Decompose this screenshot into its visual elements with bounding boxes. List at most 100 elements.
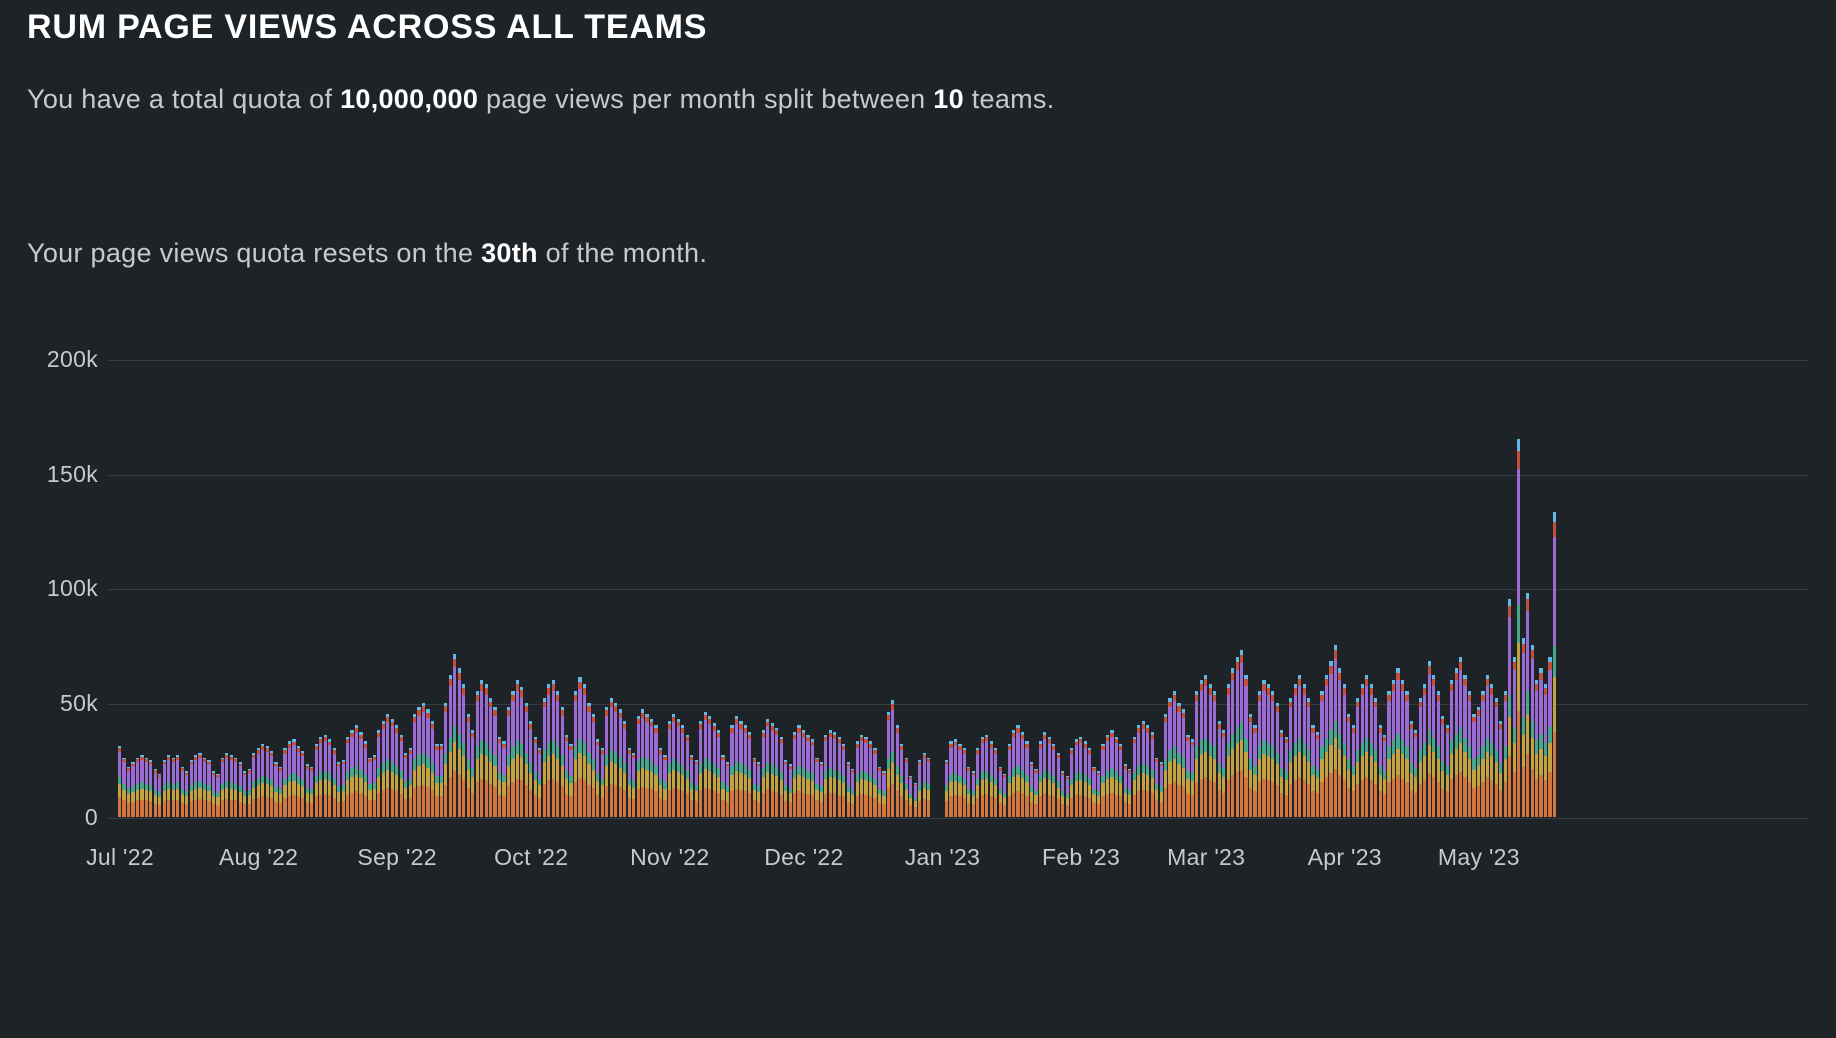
bar[interactable] bbox=[980, 736, 984, 817]
bar[interactable] bbox=[1172, 691, 1177, 817]
bar[interactable] bbox=[788, 764, 792, 817]
bar[interactable] bbox=[1070, 748, 1074, 817]
bar[interactable] bbox=[909, 775, 913, 817]
bar[interactable] bbox=[171, 757, 175, 817]
bar[interactable] bbox=[1253, 725, 1257, 817]
bar[interactable] bbox=[359, 732, 363, 817]
bar[interactable] bbox=[466, 714, 470, 817]
bar[interactable] bbox=[757, 762, 761, 817]
bar[interactable] bbox=[1213, 691, 1217, 817]
bar[interactable] bbox=[949, 741, 953, 817]
bar[interactable] bbox=[149, 759, 153, 817]
bar[interactable] bbox=[636, 716, 640, 817]
bar[interactable] bbox=[1454, 668, 1458, 817]
bar[interactable] bbox=[958, 743, 962, 817]
bar[interactable] bbox=[1047, 736, 1051, 817]
bar[interactable] bbox=[801, 730, 806, 817]
bar[interactable] bbox=[1150, 732, 1154, 817]
bar[interactable] bbox=[819, 762, 823, 817]
bar[interactable] bbox=[1186, 734, 1190, 817]
bar[interactable] bbox=[211, 771, 216, 817]
bar[interactable] bbox=[413, 714, 417, 817]
bar[interactable] bbox=[725, 762, 730, 817]
bar[interactable] bbox=[918, 759, 922, 817]
bar[interactable] bbox=[900, 743, 904, 817]
bar[interactable] bbox=[506, 707, 511, 817]
bar[interactable] bbox=[1199, 679, 1203, 817]
bar[interactable] bbox=[234, 757, 238, 817]
bar[interactable] bbox=[734, 716, 739, 817]
bar[interactable] bbox=[1007, 743, 1011, 817]
bar[interactable] bbox=[1552, 512, 1557, 817]
bar[interactable] bbox=[855, 741, 859, 817]
bar[interactable] bbox=[1329, 661, 1333, 817]
bar[interactable] bbox=[1311, 725, 1315, 817]
bar[interactable] bbox=[846, 762, 850, 817]
bar[interactable] bbox=[439, 743, 444, 817]
bar[interactable] bbox=[591, 714, 595, 817]
bar[interactable] bbox=[278, 766, 283, 817]
bar[interactable] bbox=[390, 718, 394, 817]
bar[interactable] bbox=[1128, 768, 1132, 817]
bar[interactable] bbox=[766, 718, 770, 817]
bar[interactable] bbox=[649, 718, 654, 817]
bar[interactable] bbox=[784, 759, 788, 817]
bar[interactable] bbox=[976, 748, 980, 817]
bar[interactable] bbox=[1539, 668, 1543, 817]
bar[interactable] bbox=[417, 707, 421, 817]
bar[interactable] bbox=[1239, 649, 1244, 817]
bar[interactable] bbox=[1374, 697, 1378, 817]
bar[interactable] bbox=[1177, 702, 1181, 817]
bar[interactable] bbox=[587, 702, 591, 817]
bar[interactable] bbox=[1383, 734, 1387, 817]
bar[interactable] bbox=[341, 759, 345, 817]
bar[interactable] bbox=[739, 720, 743, 817]
bar[interactable] bbox=[1548, 656, 1552, 817]
bar[interactable] bbox=[1360, 684, 1364, 817]
bar[interactable] bbox=[806, 734, 810, 817]
bar[interactable] bbox=[1418, 697, 1422, 817]
bar[interactable] bbox=[810, 739, 815, 817]
bar[interactable] bbox=[596, 739, 600, 817]
bar[interactable] bbox=[493, 707, 497, 817]
bar[interactable] bbox=[1105, 734, 1110, 817]
bar[interactable] bbox=[1235, 656, 1239, 817]
bar[interactable] bbox=[1378, 725, 1382, 817]
bar[interactable] bbox=[1432, 675, 1436, 817]
bar[interactable] bbox=[1038, 741, 1042, 817]
bar[interactable] bbox=[372, 755, 376, 817]
bar[interactable] bbox=[256, 748, 260, 817]
bar[interactable] bbox=[1061, 771, 1065, 817]
bar[interactable] bbox=[1347, 714, 1351, 817]
bar[interactable] bbox=[716, 730, 721, 817]
bar[interactable] bbox=[399, 734, 403, 817]
bar[interactable] bbox=[569, 743, 573, 817]
bar[interactable] bbox=[1163, 714, 1168, 817]
bar[interactable] bbox=[368, 757, 372, 817]
bar[interactable] bbox=[623, 720, 627, 817]
bar[interactable] bbox=[497, 736, 502, 817]
bar[interactable] bbox=[1503, 691, 1507, 817]
bar[interactable] bbox=[243, 771, 247, 817]
bar[interactable] bbox=[144, 757, 148, 817]
bar[interactable] bbox=[511, 691, 515, 817]
bar[interactable] bbox=[1262, 679, 1266, 817]
bar[interactable] bbox=[1280, 730, 1284, 817]
bar[interactable] bbox=[672, 714, 676, 817]
bar[interactable] bbox=[292, 739, 296, 817]
bar[interactable] bbox=[560, 707, 564, 817]
bar[interactable] bbox=[1248, 714, 1253, 817]
bar[interactable] bbox=[1003, 773, 1007, 817]
bar[interactable] bbox=[627, 748, 631, 817]
bar[interactable] bbox=[489, 697, 493, 817]
bar[interactable] bbox=[551, 679, 555, 817]
bar[interactable] bbox=[605, 707, 609, 817]
bar[interactable] bbox=[1222, 730, 1226, 817]
bar[interactable] bbox=[1284, 736, 1288, 817]
bar[interactable] bbox=[654, 725, 658, 817]
bar[interactable] bbox=[377, 730, 381, 817]
bar[interactable] bbox=[1208, 684, 1212, 817]
bar[interactable] bbox=[1494, 697, 1498, 817]
bar[interactable] bbox=[645, 714, 649, 817]
bar[interactable] bbox=[180, 766, 184, 817]
